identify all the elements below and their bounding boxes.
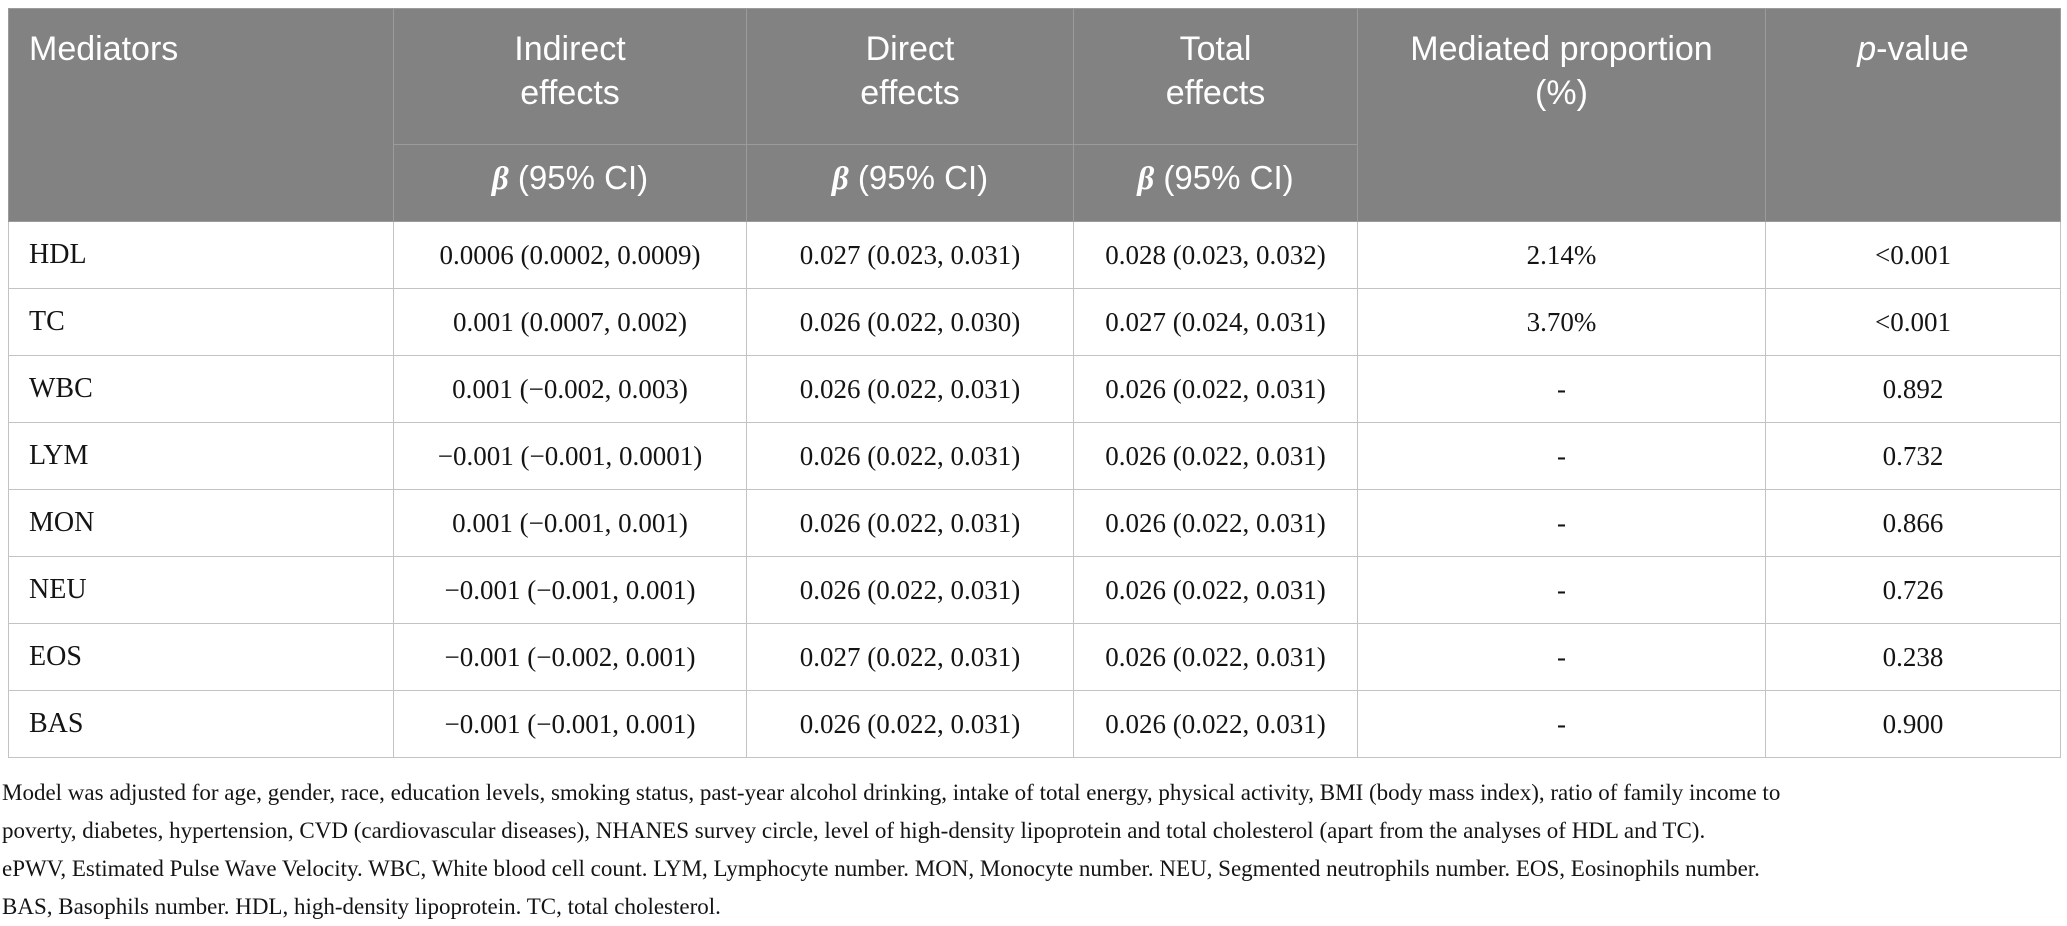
cell-p-value: 0.726 — [1765, 556, 2061, 624]
table-row: BAS −0.001 (−0.001, 0.001) 0.026 (0.022,… — [8, 690, 2061, 758]
cell-mediator: WBC — [8, 355, 394, 423]
cell-direct-effect: 0.026 (0.022, 0.031) — [746, 422, 1074, 490]
cell-direct-effect: 0.027 (0.023, 0.031) — [746, 221, 1074, 289]
p-value-italic-p: p — [1857, 30, 1877, 68]
cell-mediated-proportion: - — [1357, 623, 1766, 691]
cell-mediated-proportion: - — [1357, 690, 1766, 758]
subheader-total-beta-ci: β (95% CI) — [1073, 144, 1358, 222]
cell-total-effect: 0.026 (0.022, 0.031) — [1073, 556, 1358, 624]
cell-direct-effect: 0.026 (0.022, 0.030) — [746, 288, 1074, 356]
p-value-rest: -value — [1876, 30, 1969, 68]
cell-direct-effect: 0.026 (0.022, 0.031) — [746, 489, 1074, 557]
cell-mediated-proportion: - — [1357, 355, 1766, 423]
col-header-direct-effects: Direct effects — [746, 8, 1074, 145]
table-row: LYM −0.001 (−0.001, 0.0001) 0.026 (0.022… — [8, 422, 2061, 490]
table-row: TC 0.001 (0.0007, 0.002) 0.026 (0.022, 0… — [8, 288, 2061, 356]
cell-p-value: <0.001 — [1765, 288, 2061, 356]
subheader-indirect-beta-ci: β (95% CI) — [393, 144, 747, 222]
cell-p-value: 0.892 — [1765, 355, 2061, 423]
cell-indirect-effect: −0.001 (−0.002, 0.001) — [393, 623, 747, 691]
ci-label: (95% CI) — [848, 158, 989, 196]
cell-mediated-proportion: 2.14% — [1357, 221, 1766, 289]
footnote-line: poverty, diabetes, hypertension, CVD (ca… — [2, 818, 1706, 843]
table-row: MON 0.001 (−0.001, 0.001) 0.026 (0.022, … — [8, 489, 2061, 557]
col-header-p-value: p-value — [1765, 8, 2061, 222]
cell-total-effect: 0.026 (0.022, 0.031) — [1073, 355, 1358, 423]
table-footnotes: Model was adjusted for age, gender, race… — [2, 774, 2067, 926]
subheader-direct-beta-ci: β (95% CI) — [746, 144, 1074, 222]
cell-total-effect: 0.027 (0.024, 0.031) — [1073, 288, 1358, 356]
cell-indirect-effect: 0.001 (−0.001, 0.001) — [393, 489, 747, 557]
cell-mediator: HDL — [8, 221, 394, 289]
cell-direct-effect: 0.027 (0.022, 0.031) — [746, 623, 1074, 691]
header-row-1: Mediators Indirect effects Direct effect… — [8, 8, 2061, 222]
ci-label: (95% CI) — [508, 158, 649, 196]
cell-mediator: BAS — [8, 690, 394, 758]
table-row: EOS −0.001 (−0.002, 0.001) 0.027 (0.022,… — [8, 623, 2061, 691]
cell-mediator: MON — [8, 489, 394, 557]
cell-direct-effect: 0.026 (0.022, 0.031) — [746, 690, 1074, 758]
cell-indirect-effect: 0.001 (−0.002, 0.003) — [393, 355, 747, 423]
cell-indirect-effect: −0.001 (−0.001, 0.001) — [393, 556, 747, 624]
beta-symbol: β — [1137, 160, 1155, 197]
header-row-2: β (95% CI) β (95% CI) β (95% CI) — [9, 144, 2061, 222]
cell-mediated-proportion: 3.70% — [1357, 288, 1766, 356]
cell-p-value: 0.900 — [1765, 690, 2061, 758]
cell-direct-effect: 0.026 (0.022, 0.031) — [746, 355, 1074, 423]
cell-indirect-effect: 0.0006 (0.0002, 0.0009) — [393, 221, 747, 289]
cell-mediator: TC — [8, 288, 394, 356]
col-header-indirect-effects: Indirect effects — [393, 8, 747, 145]
cell-mediated-proportion: - — [1357, 422, 1766, 490]
cell-indirect-effect: −0.001 (−0.001, 0.001) — [393, 690, 747, 758]
footnote-line: ePWV, Estimated Pulse Wave Velocity. WBC… — [2, 856, 1760, 881]
table-row: WBC 0.001 (−0.002, 0.003) 0.026 (0.022, … — [8, 355, 2061, 423]
beta-symbol: β — [831, 160, 849, 197]
cell-mediator: LYM — [8, 422, 394, 490]
col-header-mediators: Mediators — [8, 8, 394, 222]
cell-p-value: 0.732 — [1765, 422, 2061, 490]
mediation-analysis-table: Mediators Indirect effects Direct effect… — [8, 8, 2061, 758]
cell-total-effect: 0.026 (0.022, 0.031) — [1073, 422, 1358, 490]
cell-total-effect: 0.026 (0.022, 0.031) — [1073, 489, 1358, 557]
cell-p-value: 0.866 — [1765, 489, 2061, 557]
cell-direct-effect: 0.026 (0.022, 0.031) — [746, 556, 1074, 624]
cell-p-value: <0.001 — [1765, 221, 2061, 289]
ci-label: (95% CI) — [1154, 158, 1294, 196]
cell-mediated-proportion: - — [1357, 489, 1766, 557]
cell-p-value: 0.238 — [1765, 623, 2061, 691]
cell-mediator: NEU — [8, 556, 394, 624]
cell-total-effect: 0.026 (0.022, 0.031) — [1073, 623, 1358, 691]
col-header-mediated-proportion: Mediated proportion (%) — [1357, 8, 1766, 222]
cell-indirect-effect: −0.001 (−0.001, 0.0001) — [393, 422, 747, 490]
cell-mediated-proportion: - — [1357, 556, 1766, 624]
cell-mediator: EOS — [8, 623, 394, 691]
cell-total-effect: 0.028 (0.023, 0.032) — [1073, 221, 1358, 289]
cell-indirect-effect: 0.001 (0.0007, 0.002) — [393, 288, 747, 356]
footnote-line: Model was adjusted for age, gender, race… — [2, 780, 1781, 805]
table-row: HDL 0.0006 (0.0002, 0.0009) 0.027 (0.023… — [8, 221, 2061, 289]
beta-symbol: β — [491, 160, 509, 197]
col-header-total-effects: Total effects — [1073, 8, 1358, 145]
cell-total-effect: 0.026 (0.022, 0.031) — [1073, 690, 1358, 758]
footnote-line: BAS, Basophils number. HDL, high-density… — [2, 894, 721, 919]
table-row: NEU −0.001 (−0.001, 0.001) 0.026 (0.022,… — [8, 556, 2061, 624]
